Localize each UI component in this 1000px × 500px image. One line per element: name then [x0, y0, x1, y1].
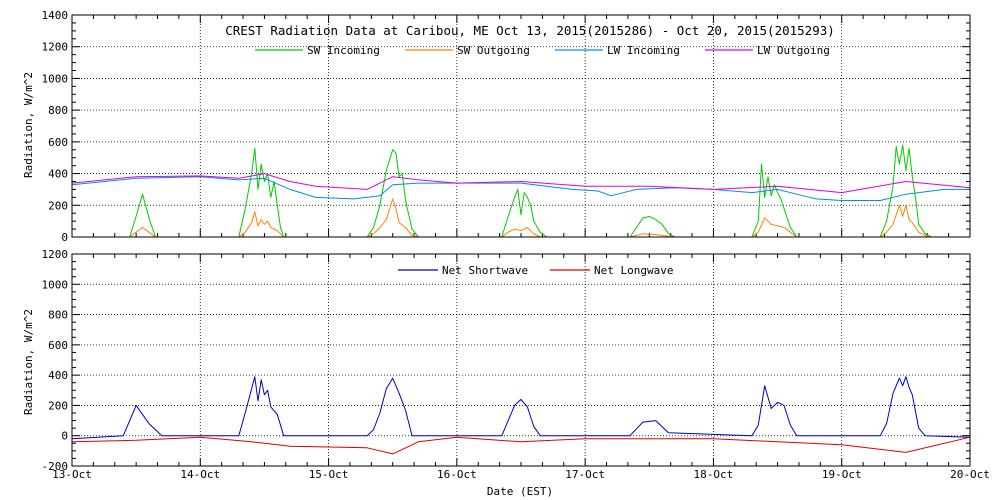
y-tick-label: 1200: [42, 248, 69, 261]
y-tick-label: 1200: [42, 41, 69, 54]
y-tick-label: 400: [48, 369, 68, 382]
top-y-axis-label: Radiation, W/m^2: [22, 72, 35, 178]
x-tick-label: 15-Oct: [309, 468, 349, 481]
bottom-panel: -200 0 200 400 600 800 1000 1200 13-Oct 14-Oct 15-…: [42, 248, 990, 481]
x-axis-label: Date (EST): [487, 485, 553, 498]
y-tick-label: 1000: [42, 72, 69, 85]
y-tick-label: 200: [48, 399, 68, 412]
top-panel: 0 200 400 600 800 1000 1200 1400 SW Incoming SW O…: [42, 9, 971, 244]
plot-frame: [71, 14, 971, 238]
series-line-net-longwave: [71, 436, 971, 455]
series-line-net-shortwave: [71, 376, 971, 440]
series-line-sw-incoming: [129, 144, 932, 238]
y-tick-label: -200: [42, 460, 69, 473]
y-tick-label: 0: [61, 430, 68, 443]
bottom-y-axis-label: Radiation, W/m^2: [22, 309, 35, 415]
y-tick-label: 600: [48, 339, 68, 352]
y-tick-label: 400: [48, 168, 68, 181]
x-tick-label: 17-Oct: [565, 468, 605, 481]
x-tick-label: 14-Oct: [180, 468, 220, 481]
plot-frame: [71, 253, 971, 467]
series-line-lw-incoming: [71, 176, 970, 201]
legend-label-lw-outgoing: LW Outgoing: [757, 44, 830, 57]
y-tick-label: 1400: [42, 9, 69, 22]
y-tick-label: 800: [48, 309, 68, 322]
x-tick-label: 20-Oct: [950, 468, 990, 481]
x-tick-label: 19-Oct: [822, 468, 862, 481]
series-line-lw-outgoing: [71, 173, 971, 194]
x-tick-label: 16-Oct: [437, 468, 477, 481]
y-tick-label: 1000: [42, 278, 69, 291]
series-line-sw-outgoing: [129, 198, 932, 238]
y-tick-label: 0: [61, 231, 68, 244]
legend-label-net-longwave: Net Longwave: [594, 264, 673, 277]
y-tick-label: 800: [48, 104, 68, 117]
legend-label-lw-incoming: LW Incoming: [607, 44, 680, 57]
chart-title: CREST Radiation Data at Caribou, ME Oct …: [225, 23, 835, 38]
y-tick-label: 200: [48, 199, 68, 212]
legend-label-sw-outgoing: SW Outgoing: [457, 44, 530, 57]
legend-label-net-shortwave: Net Shortwave: [442, 264, 528, 277]
legend-label-sw-incoming: SW Incoming: [307, 44, 380, 57]
x-tick-label: 13-Oct: [52, 468, 92, 481]
y-tick-label: 600: [48, 136, 68, 149]
x-tick-label: 18-Oct: [694, 468, 734, 481]
